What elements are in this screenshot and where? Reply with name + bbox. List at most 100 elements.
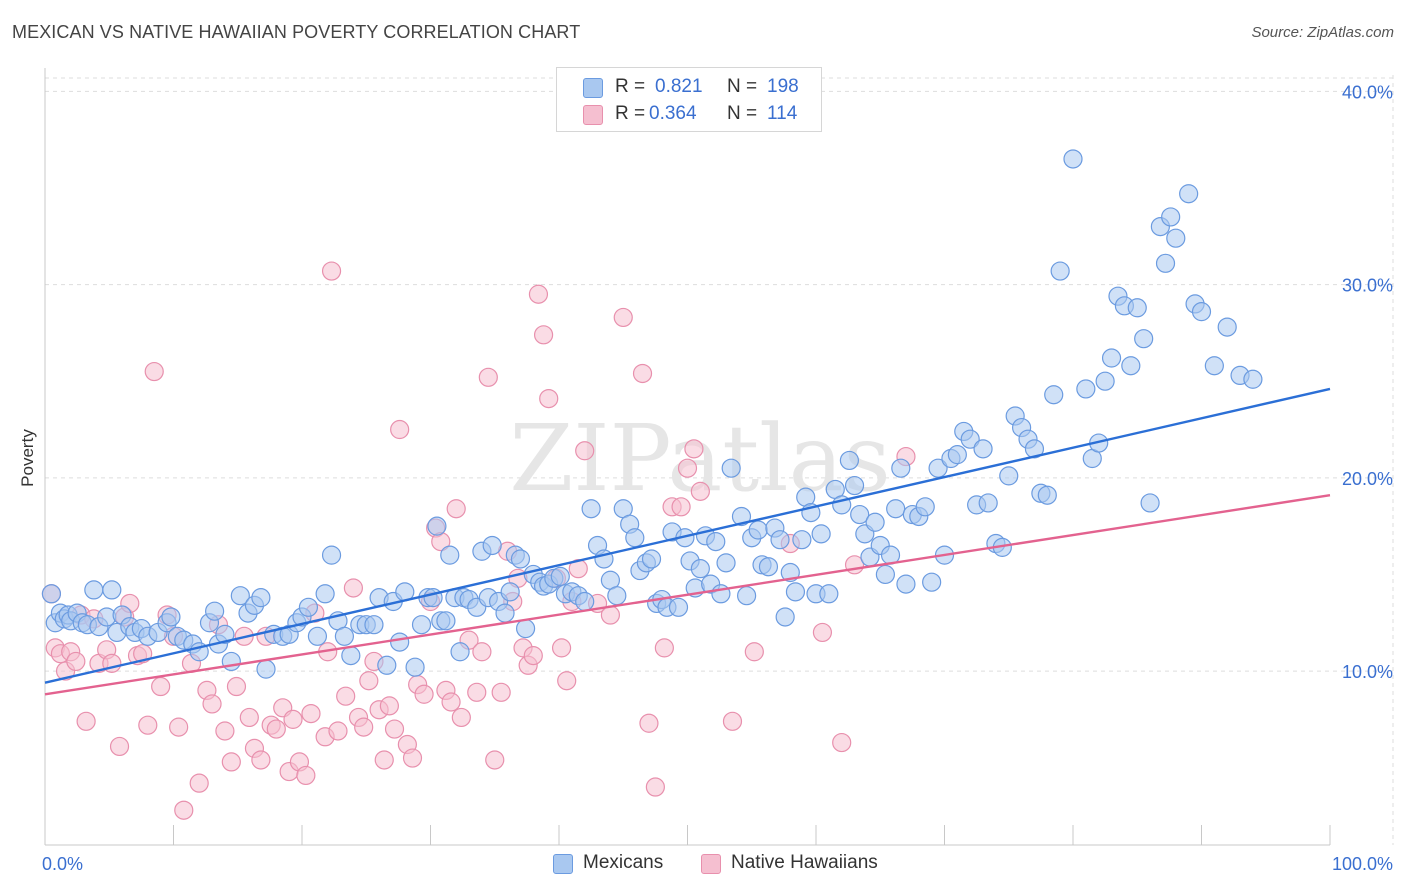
native-hawaiians-point [744, 642, 764, 662]
mexicans-point [973, 439, 993, 459]
bottom-legend-label-mexicans: Mexicans [583, 852, 664, 873]
legend-n-value-hawaiians: 114 [767, 103, 798, 124]
mexicans-point [482, 535, 502, 556]
mexicans-point [865, 512, 885, 532]
chart-title: MEXICAN VS NATIVE HAWAIIAN POVERTY CORRE… [12, 22, 581, 42]
y-tick-label: 10.0% [1342, 662, 1393, 682]
native-hawaiians-point [491, 682, 511, 702]
x-tick-label: 100.0% [1332, 854, 1393, 874]
mexicans-point [41, 584, 62, 604]
mexicans-point [625, 528, 645, 548]
native-hawaiians-point [639, 713, 659, 733]
mexicans-point [731, 506, 752, 527]
mexicans-point [891, 458, 911, 478]
tick-labels: 10.0% 20.0% 30.0% 40.0% 0.0% 100.0% [42, 82, 1393, 874]
mexicans-point [737, 586, 757, 606]
mexicans-point [575, 591, 595, 612]
mexicans-point [960, 429, 980, 449]
mexicans-point [758, 557, 779, 577]
mexicans-point [84, 580, 104, 600]
native-hawaiians-point [613, 307, 633, 328]
legend-n-label: N = [727, 76, 758, 97]
mexicans-point [495, 603, 515, 623]
native-hawaiians-point [539, 388, 559, 409]
legend-r-value-hawaiians: 0.364 [649, 103, 697, 124]
native-hawaiians-point [169, 717, 189, 737]
x-tick-label: 0.0% [42, 854, 83, 874]
mexicans-point [230, 586, 250, 606]
mexicans-point [390, 632, 410, 652]
native-hawaiians-point [296, 765, 316, 786]
native-hawaiians-point [343, 578, 363, 598]
mexicans-point [811, 524, 831, 544]
mexicans-point [500, 582, 520, 602]
mexicans-point [307, 626, 328, 646]
mexicans-point [510, 549, 531, 569]
native-hawaiians-point [645, 777, 665, 797]
mexicans-point [215, 624, 235, 644]
native-hawaiians-point [575, 441, 595, 461]
mexicans-point [341, 646, 361, 666]
mexicans-point [1037, 485, 1057, 505]
native-hawaiians-point [336, 686, 356, 706]
native-hawaiians-point [472, 642, 492, 662]
mexicans-point [251, 588, 271, 608]
mexicans-point [839, 450, 860, 471]
native-hawaiians-point [390, 419, 410, 440]
legend-r-label: R = [615, 76, 646, 97]
native-hawaiians-point [174, 800, 194, 820]
mexicans-point [716, 553, 736, 573]
native-hawaiians-point [226, 676, 247, 697]
axes [44, 68, 1331, 846]
native-hawaiians-point [321, 261, 342, 281]
native-hawaiians-point [384, 719, 405, 739]
mexicans-point [581, 499, 601, 519]
mexicans-point [748, 520, 768, 540]
native-hawaiians-point [654, 638, 674, 658]
mexicans-point [1024, 439, 1045, 459]
mexicans-point [875, 564, 895, 585]
legend-r-value-mexicans: 0.821 [655, 76, 703, 97]
mexicans-point [1155, 253, 1176, 273]
mexicans-point [102, 580, 122, 600]
native-hawaiians-point [485, 750, 505, 770]
native-hawaiians-point [523, 646, 543, 666]
native-hawaiians-point [533, 325, 554, 345]
legend-n-label: N = [727, 103, 758, 124]
native-hawaiians-point [202, 694, 222, 714]
bottom-legend-swatch-mexicans [553, 854, 573, 874]
mexicans-point [947, 445, 967, 465]
native-hawaiians-point [557, 671, 577, 691]
mexicans-point [706, 531, 726, 552]
mexicans-point [1044, 385, 1064, 405]
mexicans-point [205, 601, 225, 621]
native-hawaiians-point [189, 773, 209, 793]
mexicans-point [819, 584, 839, 604]
mexicans-point [515, 618, 536, 639]
mexicans-point [1243, 369, 1263, 389]
bottom-legend-label-hawaiians: Native Hawaiians [731, 852, 878, 873]
native-hawaiians-point [690, 481, 710, 501]
series-mexicans-points [41, 149, 1263, 679]
mexicans-point [405, 657, 425, 677]
mexicans-point [1179, 184, 1199, 204]
native-hawaiians-point [151, 676, 171, 697]
mexicans-point [1140, 493, 1160, 513]
mexicans-point [427, 516, 447, 536]
stats-legend: R = 0.821 N = 198 R = 0.364 N = 114 [556, 67, 822, 132]
native-hawaiians-point [528, 284, 549, 304]
native-hawaiians-point [632, 363, 653, 384]
trend-line-native-hawaiians [44, 494, 1331, 696]
mexicans-point [850, 504, 870, 525]
native-hawaiians-point [328, 721, 348, 741]
mexicans-point [256, 659, 276, 679]
trend-line-mexicans [44, 387, 1331, 684]
mexicans-point [1076, 379, 1096, 399]
mexicans-point [411, 615, 432, 635]
y-axis-label: Poverty [18, 429, 37, 487]
mexicans-point [1121, 356, 1141, 376]
bottom-legend-swatch-hawaiians [701, 854, 721, 874]
native-hawaiians-point [354, 717, 374, 737]
legend-n-value-mexicans: 198 [767, 76, 799, 97]
native-hawaiians-point [283, 709, 303, 729]
